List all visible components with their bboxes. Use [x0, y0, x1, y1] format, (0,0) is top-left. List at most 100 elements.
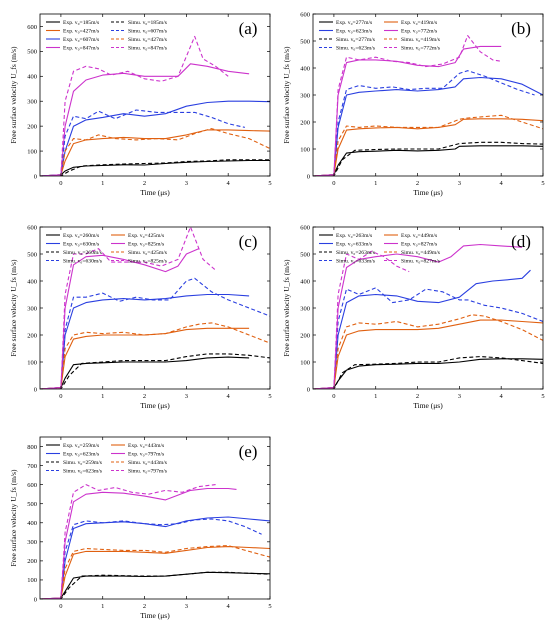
legend-entry: Exp. v₀=260m/s: [63, 233, 99, 239]
y-tick-label: 100: [27, 359, 37, 366]
x-tick-label: 3: [185, 603, 188, 610]
y-axis-label: Free surface velocity U_fs (m/s): [9, 46, 18, 144]
legend-entry: Exp. v₀=630m/s: [63, 242, 99, 248]
y-tick-label: 100: [300, 146, 310, 153]
series-line: [313, 243, 523, 389]
x-tick-label: 5: [541, 180, 544, 187]
panel-label: (d): [511, 232, 531, 251]
y-tick-label: 0: [34, 173, 37, 180]
panel-label: (c): [239, 232, 258, 251]
series-line: [40, 35, 229, 176]
y-tick-label: 100: [300, 359, 310, 366]
series-line: [313, 118, 543, 176]
plot-frame: [39, 436, 271, 600]
y-tick-label: 300: [300, 92, 310, 99]
y-tick-label: 0: [307, 386, 310, 393]
legend-entry: Exp. v₀=623m/s: [336, 29, 372, 35]
series-group: [40, 484, 270, 599]
series-line: [40, 129, 270, 176]
legend-entry: Exp. v₀=825m/s: [128, 242, 164, 248]
legend-entry: Exp. v₀=259m/s: [63, 443, 99, 449]
legend-entry: Simu. v₀=623m/s: [63, 469, 102, 475]
legend-entry: Exp. v₀=847m/s: [63, 46, 99, 52]
legend-entry: Exp. v₀=607m/s: [63, 37, 99, 43]
chart-panel: 0 1 2 3 4 5 0 100 200 300 400 500 600 700 800 Time (μs)…: [9, 436, 272, 620]
x-tick-label: 1: [101, 393, 104, 400]
y-tick-label: 600: [27, 482, 37, 489]
y-tick-label: 400: [27, 278, 37, 285]
legend-entry: Exp. v₀=427m/s: [63, 29, 99, 35]
y-tick-label: 300: [27, 539, 37, 546]
legend-entry: Exp. v₀=277m/s: [336, 20, 372, 26]
series-line: [40, 159, 270, 176]
y-tick-label: 500: [27, 49, 37, 56]
x-tick-label: 4: [500, 180, 504, 187]
x-tick-label: 3: [458, 180, 461, 187]
legend-entry: Exp. v₀=419m/s: [401, 20, 437, 26]
y-tick-label: 100: [27, 577, 37, 584]
y-tick-label: 100: [27, 148, 37, 155]
legend-entry: Simu. v₀=847m/s: [128, 46, 167, 52]
x-tick-label: 4: [227, 180, 231, 187]
legend-entry: Simu. v₀=277m/s: [336, 37, 375, 43]
legend-entry: Simu. v₀=260m/s: [63, 250, 102, 256]
x-tick-label: 1: [374, 180, 377, 187]
y-tick-label: 500: [300, 251, 310, 258]
legend-entry: Simu. v₀=263m/s: [336, 250, 375, 256]
series-line: [40, 487, 237, 599]
panel-label: (b): [511, 19, 531, 38]
x-axis-label: Time (μs): [413, 188, 443, 197]
panel-label: (e): [239, 442, 258, 461]
y-axis-label: Free surface velocity U_fs (m/s): [282, 259, 291, 357]
series-line: [313, 35, 502, 176]
y-tick-label: 600: [27, 24, 37, 31]
plot-frame: [39, 13, 271, 177]
panel-label: (a): [239, 19, 258, 38]
y-tick-label: 200: [27, 558, 37, 565]
y-tick-label: 200: [300, 332, 310, 339]
chart-panel: 0 1 2 3 4 5 0 100 200 300 400 500 600 Time (μs) Free s…: [282, 11, 545, 197]
legend-entry: Simu. v₀=259m/s: [63, 460, 102, 466]
y-tick-label: 800: [27, 444, 37, 451]
x-tick-label: 1: [101, 180, 104, 187]
x-tick-label: 5: [268, 603, 271, 610]
series-line: [40, 63, 250, 176]
series-group: [313, 35, 543, 176]
y-tick-label: 200: [27, 123, 37, 130]
series-line: [40, 327, 250, 389]
legend-entry: Exp. v₀=633m/s: [336, 242, 372, 248]
y-tick-label: 500: [27, 501, 37, 508]
x-tick-label: 4: [227, 393, 231, 400]
y-axis-label: Free surface velocity U_fs (m/s): [9, 259, 18, 357]
x-axis-label: Time (μs): [140, 611, 170, 620]
legend-entry: Simu. v₀=443m/s: [128, 460, 167, 466]
x-tick-label: 2: [143, 393, 146, 400]
y-tick-label: 400: [300, 65, 310, 72]
x-tick-label: 2: [416, 393, 419, 400]
series-line: [40, 100, 270, 176]
chart-panel: 0 1 2 3 4 5 0 100 200 300 400 500 600 Time (μs) Free s…: [9, 224, 272, 410]
x-tick-label: 0: [332, 180, 335, 187]
y-tick-label: 600: [27, 224, 37, 231]
x-tick-label: 0: [332, 393, 335, 400]
y-tick-label: 600: [300, 224, 310, 231]
legend-entry: Simu. v₀=427m/s: [128, 37, 167, 43]
x-tick-label: 0: [59, 603, 62, 610]
x-tick-label: 0: [59, 393, 62, 400]
legend-entry: Simu. v₀=607m/s: [128, 29, 167, 35]
y-axis-label: Free surface velocity U_fs (m/s): [282, 46, 291, 144]
y-axis-label: Free surface velocity U_fs (m/s): [9, 469, 18, 567]
series-line: [40, 227, 216, 389]
x-tick-label: 2: [416, 180, 419, 187]
series-line: [313, 356, 543, 389]
series-line: [40, 159, 270, 176]
legend-entry: Exp. v₀=185m/s: [63, 20, 99, 26]
y-tick-label: 300: [27, 305, 37, 312]
y-tick-label: 300: [27, 99, 37, 106]
legend-entry: Exp. v₀=827m/s: [401, 242, 437, 248]
x-tick-label: 1: [374, 393, 377, 400]
x-tick-label: 2: [143, 180, 146, 187]
series-line: [40, 128, 270, 176]
x-tick-label: 3: [185, 393, 188, 400]
chart-panel: 0 1 2 3 4 5 0 100 200 300 400 500 600 Time (μs) Free s…: [9, 13, 272, 197]
